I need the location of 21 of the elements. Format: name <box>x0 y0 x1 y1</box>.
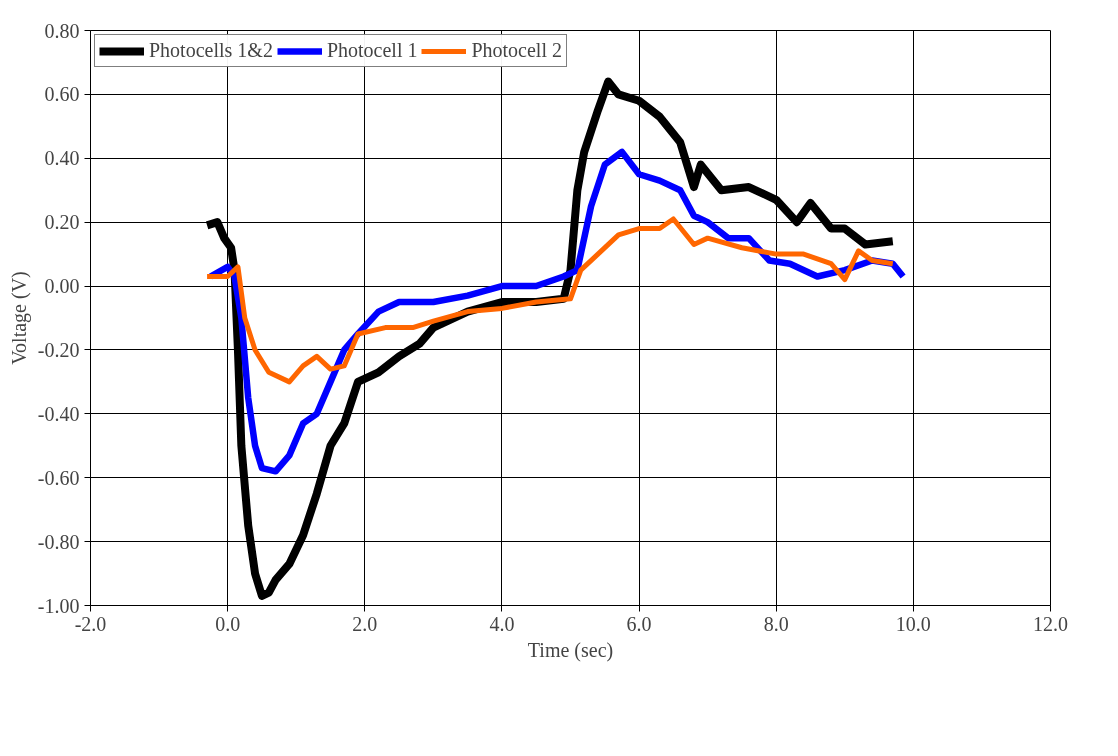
y-tick-label: 0.40 <box>44 147 80 170</box>
y-tick-label: -0.40 <box>37 402 80 425</box>
x-tick-label: 8.0 <box>763 612 789 635</box>
y-tick-label: 0.00 <box>44 275 80 298</box>
x-tick-label: 10.0 <box>895 612 931 635</box>
x-tick-label: 0.0 <box>215 612 241 635</box>
y-tick-label: -0.60 <box>37 466 80 489</box>
y-axis-title: Voltage (V) <box>7 271 31 365</box>
y-tick-label: 0.60 <box>44 83 80 106</box>
x-axis-title: Time (sec) <box>527 638 614 662</box>
y-tick-label: 0.80 <box>44 19 80 42</box>
y-tick-label: -0.20 <box>37 338 80 361</box>
x-tick-label: 6.0 <box>626 612 652 635</box>
x-tick-label: 4.0 <box>489 612 515 635</box>
x-tick-label: 12.0 <box>1033 612 1068 635</box>
y-tick-label: -0.80 <box>37 530 80 553</box>
x-tick-label: 2.0 <box>352 612 378 635</box>
legend-label: Photocell 1 <box>326 39 418 62</box>
y-tick-label: 0.20 <box>44 211 80 234</box>
legend-label: Photocell 2 <box>471 39 562 62</box>
legend-label: Photocells 1&2 <box>149 39 273 62</box>
